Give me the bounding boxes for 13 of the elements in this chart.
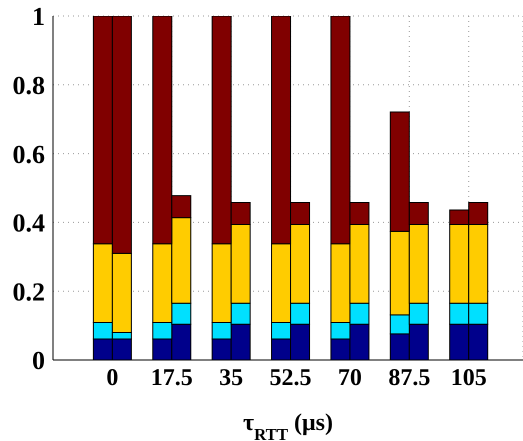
y-tick-label: 0.8 — [12, 71, 45, 100]
x-tick-label: 52.5 — [270, 365, 312, 392]
x-tick-label: 70 — [338, 365, 362, 392]
x-tick-label: 87.5 — [388, 365, 430, 392]
x-tick-label: 0 — [106, 365, 118, 392]
y-tick-label: 0.2 — [12, 277, 45, 306]
x-tick-label: 105 — [450, 365, 487, 392]
x-axis-title: τ$_{RTT}$ (μs) — [243, 410, 333, 441]
x-tick-label: 17.5 — [150, 365, 193, 392]
y-tick-label: 0.4 — [12, 208, 45, 238]
y-tick-label: 0.6 — [12, 140, 45, 169]
y-tick-label: 1 — [32, 2, 45, 32]
x-tick-label: 35 — [219, 365, 244, 392]
